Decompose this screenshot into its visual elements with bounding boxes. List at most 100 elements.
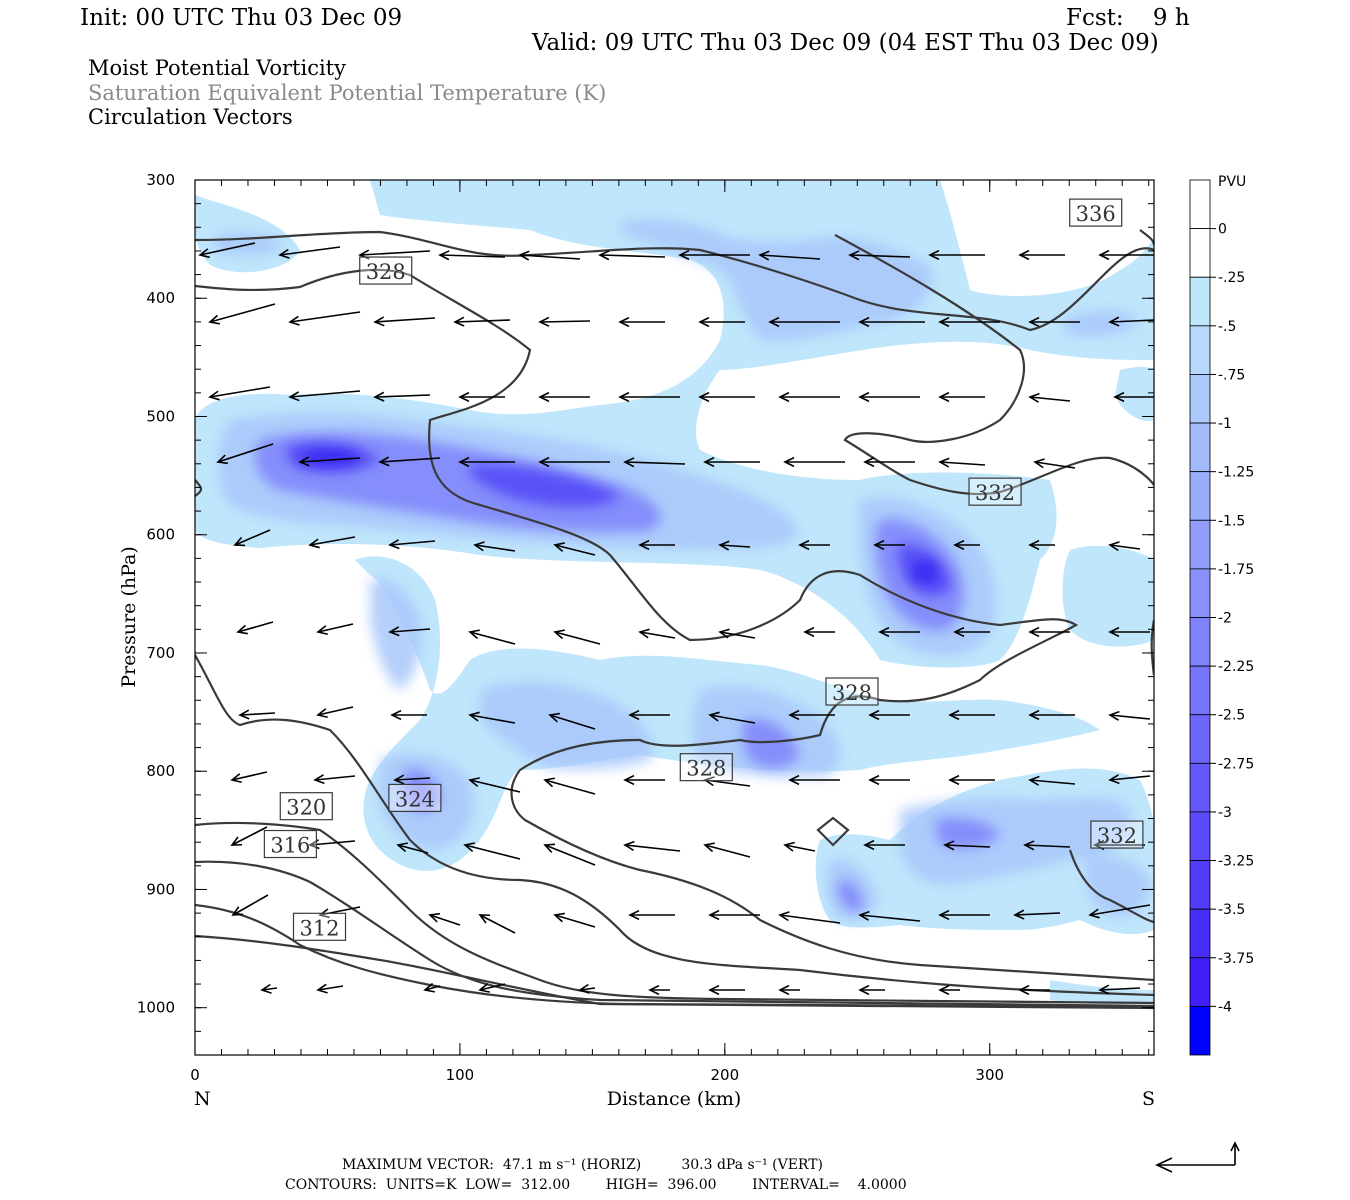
circulation-vector [858, 910, 921, 922]
circulation-vector [288, 311, 361, 326]
circulation-vectors [198, 242, 1154, 996]
circulation-vector [458, 456, 515, 468]
colorbar-level-label: -4 [1218, 999, 1232, 1015]
circulation-vector [783, 841, 816, 852]
axis-tick-labels: 0 100 200 300 300 400 500 600 700 800 900 1000 [137, 171, 1004, 1084]
colorbar-swatch [1189, 519, 1211, 570]
circulation-vector [783, 456, 845, 468]
circulation-vector [953, 539, 980, 551]
colorbar-level-label: -3 [1218, 805, 1232, 821]
plot-frame [194, 179, 1155, 1056]
colorbar-swatch [1189, 1005, 1211, 1056]
circulation-vector [703, 456, 760, 468]
colorbar-unit: PVU [1218, 174, 1246, 190]
colorbar-level-label: 0 [1218, 222, 1227, 238]
circulation-vector [863, 456, 915, 468]
contour-label-box [679, 753, 733, 782]
contour-label: 328 [366, 260, 406, 284]
contour-info: CONTOURS: UNITS=K LOW= 312.00 HIGH= 396.… [285, 1177, 907, 1193]
circulation-vector [518, 250, 581, 261]
colorbar-level-label: -2.25 [1218, 659, 1254, 675]
contour-label: 312 [299, 916, 339, 940]
circulation-vector [638, 539, 675, 551]
circulation-vector [473, 541, 516, 552]
circulation-vector [390, 709, 427, 721]
south-end-label: S [1142, 1088, 1155, 1110]
circulation-vector [1113, 391, 1154, 403]
circulation-vector [928, 249, 985, 261]
circulation-vector [848, 250, 911, 261]
circulation-vector [628, 909, 675, 921]
circulation-vector [938, 457, 986, 468]
circulation-vector [858, 391, 920, 403]
circulation-vector [623, 840, 681, 852]
circulation-vector [373, 316, 436, 327]
circulation-vector [758, 250, 821, 261]
circulation-vector [1108, 626, 1150, 638]
contour-label-box [263, 829, 317, 859]
circulation-vector [553, 629, 601, 645]
field-title-theta-es: Saturation Equivalent Potential Temperat… [88, 81, 607, 105]
colorbar-level-label: -3.5 [1218, 902, 1245, 918]
colorbar-swatch [1189, 422, 1211, 473]
y-tick-label: 300 [146, 171, 175, 189]
circulation-vector [438, 250, 506, 261]
contour-label: 332 [1097, 824, 1137, 848]
contour-label-box [279, 792, 333, 821]
circulation-vector [238, 709, 276, 720]
circulation-vector [718, 628, 756, 639]
contour-label: 324 [395, 787, 435, 811]
circulation-vector [628, 709, 670, 721]
circulation-vector [708, 909, 760, 921]
colorbar-swatch [1189, 665, 1211, 716]
circulation-vector [553, 542, 596, 556]
forecast-hour: Fcst: 9 h [1066, 5, 1190, 31]
colorbar-swatch [1189, 568, 1211, 618]
colorbar-swatch [1189, 325, 1211, 375]
circulation-vector [316, 706, 354, 719]
contour-label-box [292, 912, 347, 941]
circulation-vector [803, 626, 835, 638]
y-tick-label: 1000 [137, 999, 175, 1017]
circulation-vector [478, 914, 516, 934]
contour-label: 336 [1076, 202, 1116, 226]
circulation-vector [623, 457, 686, 468]
circulation-vector [538, 391, 590, 403]
contour-label: 328 [832, 681, 872, 705]
colorbar-level-label: -2.5 [1218, 708, 1245, 724]
circulation-vector [868, 774, 910, 786]
y-tick-label: 800 [146, 762, 175, 780]
circulation-vector [393, 774, 431, 785]
circulation-vector [1033, 458, 1076, 469]
circulation-vector [1098, 249, 1154, 261]
circulation-vector [373, 391, 431, 402]
circulation-vector [768, 316, 840, 328]
colorbar-swatch [1189, 957, 1211, 1007]
circulation-vector [478, 983, 506, 993]
colorbar-swatch [1189, 374, 1211, 424]
circulation-vector [458, 391, 505, 403]
circulation-vector [943, 840, 991, 851]
circulation-vector [1108, 316, 1154, 327]
colorbar-level-label: -3.75 [1218, 951, 1254, 967]
circulation-vector [938, 909, 990, 921]
contour-label-box [359, 256, 413, 285]
circulation-vector [260, 983, 278, 994]
colorbar-swatch [1189, 860, 1211, 910]
circulation-vector [948, 774, 995, 786]
circulation-vector [543, 843, 596, 866]
circulation-vector [938, 984, 960, 996]
circulation-vector [468, 629, 516, 645]
colorbar-level-label: -.25 [1218, 270, 1245, 286]
circulation-vector [396, 842, 429, 854]
north-end-label: N [194, 1088, 211, 1110]
circulation-vector [423, 982, 441, 993]
field-title-vectors: Circulation Vectors [88, 105, 293, 129]
colorbar-swatch [1189, 617, 1211, 667]
circulation-vector [298, 456, 361, 467]
colorbar-level-label: -2 [1218, 611, 1232, 627]
max-vector-info: MAXIMUM VECTOR: 47.1 m s⁻¹ (HORIZ) 30.3 … [342, 1157, 824, 1173]
colorbar-swatch [1189, 228, 1211, 278]
circulation-vector [198, 242, 256, 259]
circulation-vector [638, 628, 676, 639]
